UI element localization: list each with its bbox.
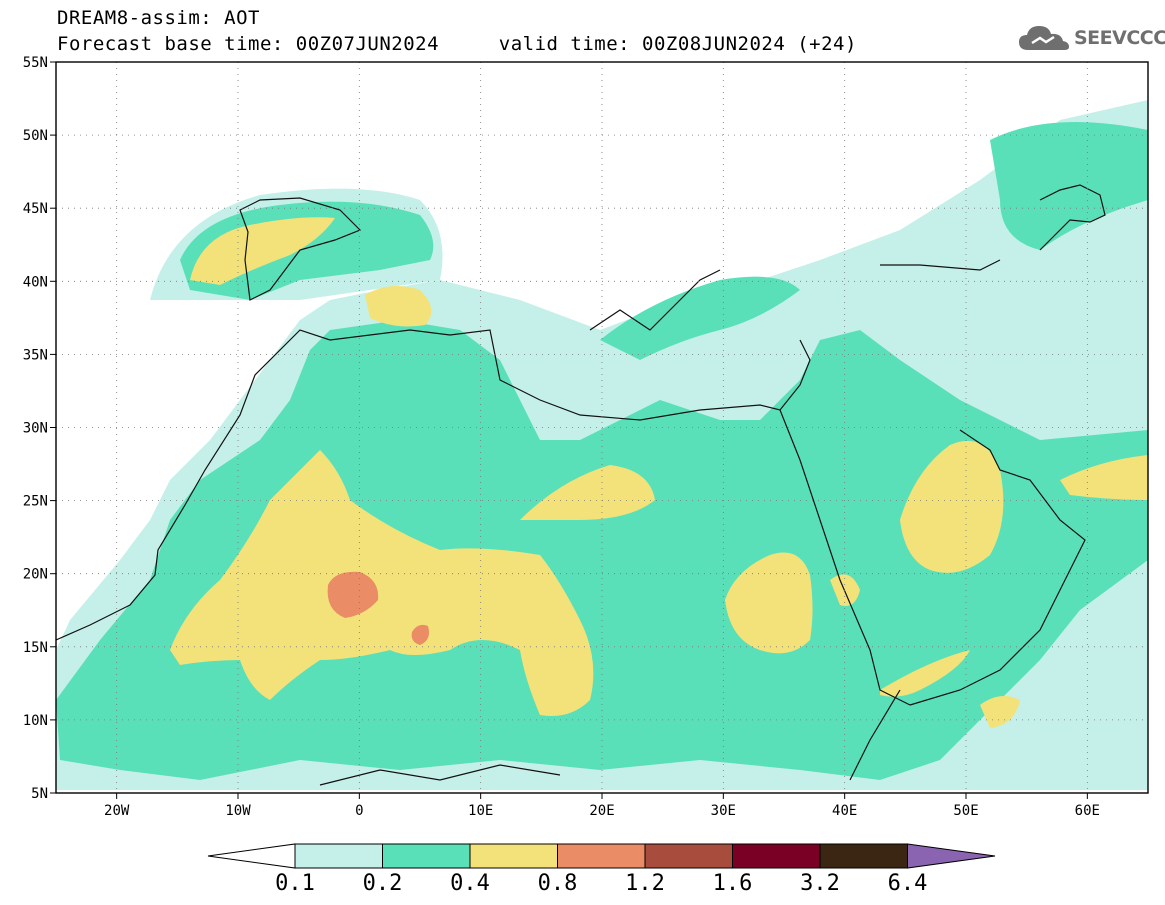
map-title: DREAM8-assim: AOT — [57, 7, 260, 29]
graticule — [56, 62, 1148, 793]
lon-label: 20W — [104, 803, 130, 819]
lon-label: 30E — [711, 803, 736, 819]
forecast-times: Forecast base time: 00Z07JUN2024 valid t… — [57, 34, 857, 54]
aot-colorbar — [207, 843, 996, 869]
colorbar-box — [819, 843, 908, 869]
lon-label: 20E — [589, 803, 614, 819]
coastlines — [56, 184, 1106, 786]
colorbar-high-triangle — [907, 843, 996, 869]
lon-label: 40E — [832, 803, 857, 819]
colorbar-labels: 0.1 0.2 0.4 0.8 1.2 1.6 3.2 6.4 — [275, 871, 927, 896]
colorbar-box — [382, 843, 471, 869]
colorbar-box — [557, 843, 646, 869]
lat-label: 10N — [23, 713, 48, 729]
seevccc-logo: SEEVCCC — [1018, 23, 1165, 53]
colorbar-level-label: 1.2 — [625, 871, 665, 896]
lat-label: 55N — [23, 55, 48, 71]
cloud-icon — [1019, 26, 1069, 50]
colorbar-level-label: 6.4 — [888, 871, 928, 896]
aot-field — [56, 100, 1148, 790]
colorbar-level-label: 0.4 — [450, 871, 490, 896]
colorbar-box — [469, 843, 558, 869]
axis-ticks — [50, 61, 1088, 799]
colorbar-box — [294, 843, 383, 869]
lon-label: 10E — [468, 803, 493, 819]
colorbar-level-label: 0.8 — [538, 871, 578, 896]
lat-label: 30N — [23, 421, 48, 437]
colorbar-box — [644, 843, 733, 869]
lon-label: 60E — [1075, 803, 1100, 819]
colorbar-level-label: 0.2 — [363, 871, 403, 896]
colorbar-box — [732, 843, 821, 869]
latitude-labels: 55N 50N 45N 40N 35N 30N 25N 20N 15N 10N 5N — [23, 55, 48, 802]
colorbar-level-label: 1.6 — [713, 871, 753, 896]
longitude-labels: 20W 10W 0 10E 20E 30E 40E 50E 60E — [104, 803, 1100, 819]
lat-label: 40N — [23, 274, 48, 290]
lat-label: 50N — [23, 128, 48, 144]
lon-label: 0 — [355, 803, 363, 819]
lat-label: 45N — [23, 201, 48, 217]
base-time: Forecast base time: 00Z07JUN2024 — [57, 33, 440, 55]
lat-label: 15N — [23, 640, 48, 656]
lat-label: 5N — [31, 786, 48, 802]
lat-label: 20N — [23, 567, 48, 583]
colorbar-low-triangle — [207, 843, 296, 869]
lon-label: 50E — [953, 803, 978, 819]
colorbar-level-label: 0.1 — [275, 871, 315, 896]
colorbar-level-label: 3.2 — [800, 871, 840, 896]
lat-label: 25N — [23, 494, 48, 510]
valid-time: valid time: 00Z08JUN2024 (+24) — [498, 33, 857, 55]
lon-label: 10W — [225, 803, 251, 819]
lat-label: 35N — [23, 347, 48, 363]
